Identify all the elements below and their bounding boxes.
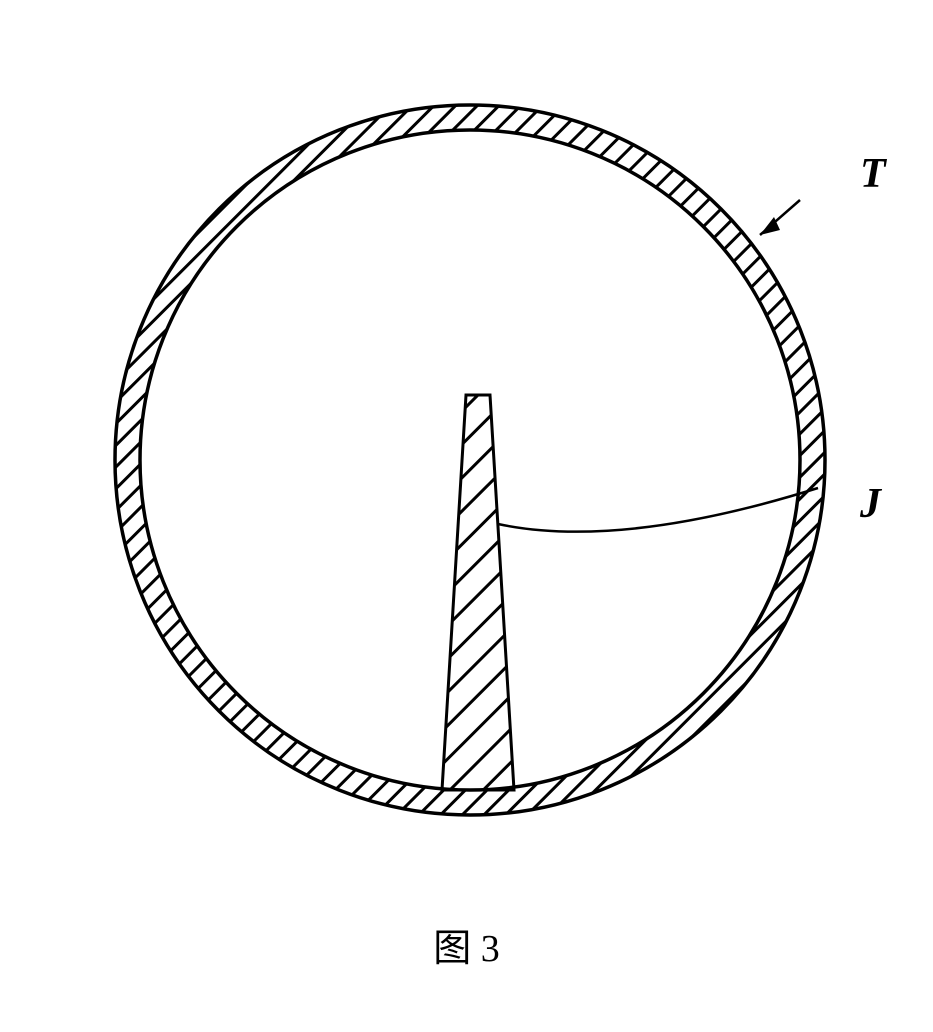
figure-caption: 图 3 (0, 917, 933, 972)
label-T: T (860, 150, 886, 198)
fin (406, 50, 550, 870)
label-J: J (860, 480, 881, 528)
diagram-svg (80, 50, 880, 870)
leader-J (498, 488, 818, 532)
leader-T (760, 200, 800, 235)
diagram-area: T J (80, 50, 860, 870)
